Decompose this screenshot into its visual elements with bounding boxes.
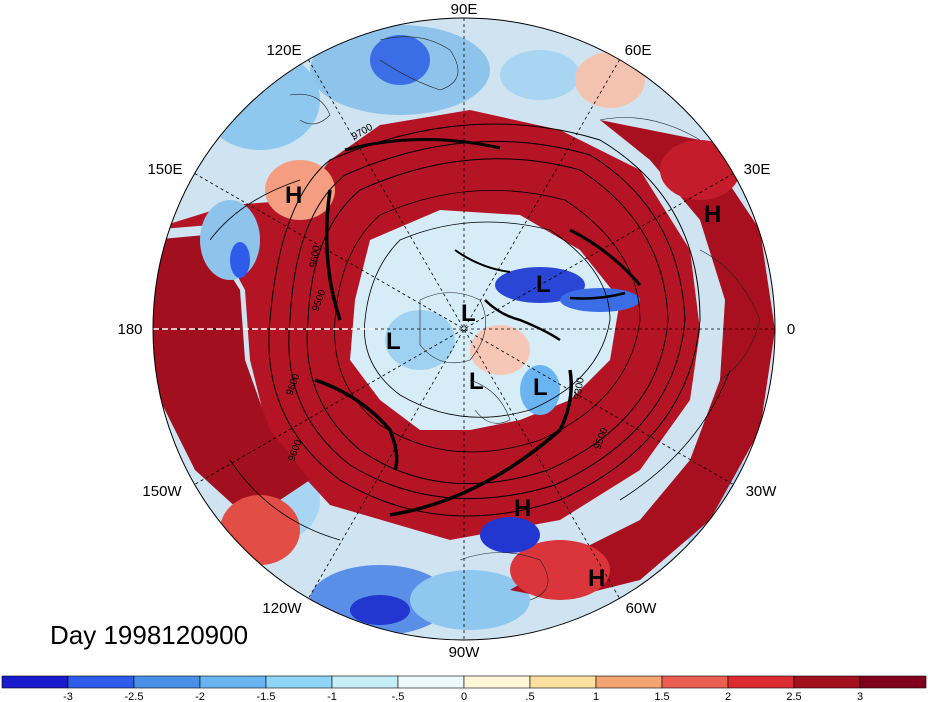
longitude-label: 60E	[625, 42, 652, 59]
low-pressure-marker: L	[461, 300, 476, 327]
colorbar-tick-label: -2.5	[125, 691, 144, 702]
high-pressure-marker: H	[285, 182, 302, 209]
colorbar-swatch	[397, 675, 465, 689]
longitude-label: 180	[117, 321, 142, 338]
low-pressure-marker: L	[533, 374, 548, 401]
colorbar-swatch	[331, 675, 399, 689]
map-disc	[152, 17, 776, 641]
colorbar-tick-label: .5	[525, 691, 534, 702]
longitude-label: 90E	[451, 1, 478, 18]
colorbar-tick-label: 3	[857, 691, 863, 702]
longitude-label: 90W	[449, 644, 481, 661]
colorbar-swatch	[661, 675, 729, 689]
high-pressure-marker: H	[588, 565, 605, 592]
colorbar-swatch	[793, 675, 861, 689]
colorbar: -3 -2.5 -2 -1.5 -1 -.5 0 .5 1 1.5 2 2.5 3	[1, 675, 927, 702]
longitude-label: 60W	[626, 600, 658, 617]
longitude-label: 120E	[266, 42, 301, 59]
contour-label: 9300	[572, 376, 587, 400]
colorbar-tick-label: -3	[63, 691, 73, 702]
coastlines	[289, 36, 761, 601]
longitude-label: 30W	[746, 483, 778, 500]
colorbar-swatch	[727, 675, 795, 689]
longitude-label: 30E	[744, 161, 771, 178]
colorbar-swatch	[67, 675, 135, 689]
colorbar-tick-label: 1	[593, 691, 599, 702]
colorbar-swatch	[859, 675, 927, 689]
pressure-markers: H H L L L L L H H	[285, 182, 721, 592]
longitude-labels: 90E 60E 30E 0 30W 60W 90W 120W 150W 180 …	[117, 1, 795, 661]
colorbar-swatch	[265, 675, 333, 689]
colorbar-swatch	[529, 675, 597, 689]
colorbar-swatch	[595, 675, 663, 689]
low-pressure-marker: L	[386, 328, 401, 355]
colorbar-swatch	[1, 675, 69, 689]
map-border	[152, 17, 776, 641]
colorbar-tick-label: 2	[725, 691, 731, 702]
longitude-label: 0	[787, 321, 795, 338]
colorbar-swatch	[133, 675, 201, 689]
longitude-label: 150W	[142, 483, 182, 500]
colorbar-tick-label: -1	[327, 691, 337, 702]
high-pressure-marker: H	[704, 201, 721, 228]
low-pressure-marker: L	[469, 368, 484, 395]
colorbar-swatch	[463, 675, 531, 689]
contour-label: 9600	[308, 244, 323, 268]
date-label: Day 1998120900	[50, 620, 248, 650]
height-contours	[209, 123, 731, 541]
low-pressure-marker: L	[536, 271, 551, 298]
colorbar-tick-label: 2.5	[786, 691, 801, 702]
colorbar-swatch	[199, 675, 267, 689]
colorbar-tick-label: -1.5	[257, 691, 276, 702]
colorbar-tick-label: 0	[461, 691, 467, 702]
colorbar-tick-label: 1.5	[654, 691, 669, 702]
colorbar-tick-label: -2	[195, 691, 205, 702]
longitude-label: 120W	[262, 600, 302, 617]
longitude-label: 150E	[147, 161, 182, 178]
meridian-grid	[153, 18, 775, 640]
high-pressure-marker: H	[514, 495, 531, 522]
colorbar-tick-label: -.5	[392, 691, 405, 702]
